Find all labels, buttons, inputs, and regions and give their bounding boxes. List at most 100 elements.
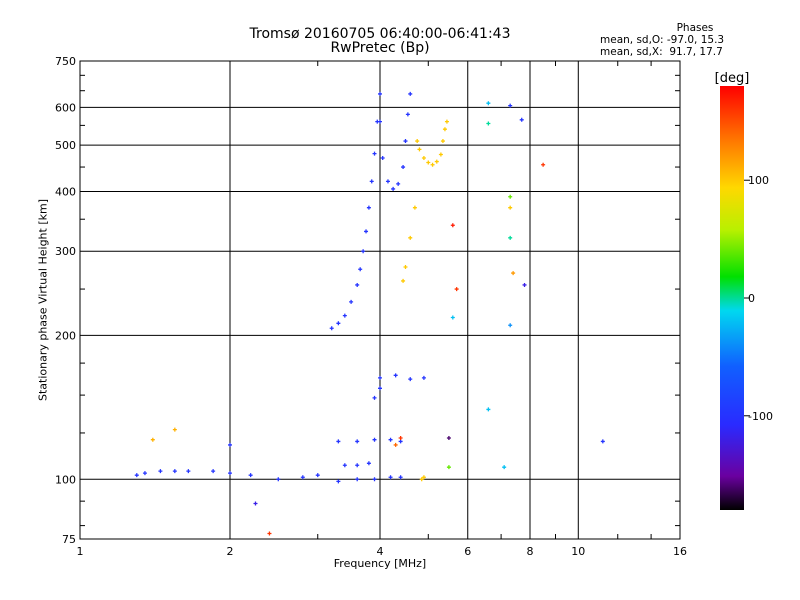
- data-point: [502, 465, 507, 470]
- data-point: [393, 373, 398, 378]
- x-tick-label: 16: [673, 545, 687, 558]
- data-point: [388, 437, 393, 442]
- data-point: [134, 473, 139, 478]
- data-point: [393, 442, 398, 447]
- phase-stats-x: mean, sd,X: 91.7, 17.7: [600, 46, 723, 58]
- data-point: [444, 119, 449, 124]
- data-point: [172, 469, 177, 474]
- data-point: [398, 439, 403, 444]
- plot-frame: [79, 60, 681, 540]
- data-point: [541, 162, 546, 167]
- data-point: [396, 181, 401, 186]
- y-tick-label: 750: [55, 55, 76, 68]
- colorbar: [720, 86, 744, 510]
- data-point: [158, 469, 163, 474]
- data-point: [372, 477, 377, 482]
- x-tick-label: 6: [464, 545, 471, 558]
- data-point: [398, 475, 403, 480]
- data-point: [211, 469, 216, 474]
- data-point: [336, 479, 341, 484]
- data-point: [421, 375, 426, 380]
- data-point: [253, 501, 258, 506]
- colorbar-tick-label: 0: [748, 292, 755, 305]
- data-point: [372, 151, 377, 156]
- data-point: [486, 121, 491, 126]
- data-point: [378, 119, 382, 124]
- data-point: [186, 469, 191, 474]
- y-tick-label: 300: [55, 245, 76, 258]
- data-point: [421, 475, 426, 480]
- data-point: [401, 278, 406, 283]
- chart-title: Tromsø 20160705 06:40:00-06:41:43: [249, 26, 511, 42]
- data-point: [385, 179, 390, 184]
- data-point: [366, 205, 371, 210]
- data-point: [355, 463, 360, 468]
- data-point: [403, 139, 408, 144]
- data-point: [454, 287, 459, 292]
- data-point: [508, 235, 513, 240]
- data-point: [228, 471, 232, 476]
- data-point: [388, 475, 393, 480]
- x-tick-label: 10: [571, 545, 585, 558]
- y-tick-label: 200: [55, 329, 76, 342]
- data-point: [267, 531, 272, 536]
- y-axis-label: Stationary phase Virtual Height [km]: [36, 198, 50, 402]
- data-point: [248, 473, 253, 478]
- data-point: [342, 313, 347, 318]
- data-point: [336, 321, 341, 326]
- data-point: [403, 265, 408, 270]
- data-point: [508, 205, 513, 210]
- data-point: [519, 117, 524, 122]
- phase-stats-o: mean, sd,O: -97.0, 15.3: [600, 34, 725, 46]
- data-point: [391, 186, 396, 191]
- data-point: [378, 91, 382, 96]
- data-point: [430, 162, 435, 167]
- data-point: [508, 194, 513, 199]
- x-tick-label: 4: [377, 545, 384, 558]
- data-point: [421, 156, 426, 161]
- data-point: [426, 160, 431, 165]
- x-tick-label: 2: [227, 545, 234, 558]
- data-point: [486, 407, 491, 412]
- data-point: [380, 156, 385, 161]
- y-tick-label: 75: [62, 533, 76, 546]
- data-point: [349, 299, 354, 304]
- y-tick-label: 500: [55, 139, 76, 152]
- data-point: [412, 205, 417, 210]
- data-point: [358, 267, 363, 272]
- phase-stats: Phases mean, sd,O: -97.0, 15.3 mean, sd,…: [600, 22, 790, 58]
- data-point: [408, 235, 413, 240]
- data-point: [228, 442, 232, 447]
- data-point: [401, 165, 406, 170]
- data-point: [366, 461, 371, 466]
- data-point: [369, 179, 374, 184]
- data-point: [329, 326, 334, 331]
- data-point: [378, 386, 382, 391]
- data-point: [511, 271, 516, 276]
- data-points: [134, 91, 605, 536]
- phase-stats-heading: Phases: [676, 22, 714, 34]
- data-point: [434, 159, 439, 164]
- data-point: [419, 477, 424, 482]
- data-point: [315, 473, 320, 478]
- data-point: [438, 152, 443, 157]
- chart-subtitle: RwPretec (Bp): [330, 40, 430, 56]
- data-point: [408, 91, 413, 96]
- data-point: [342, 463, 347, 468]
- data-point: [378, 375, 382, 380]
- data-point: [142, 471, 147, 476]
- data-point: [522, 282, 527, 287]
- data-point: [417, 147, 422, 152]
- data-point: [355, 282, 360, 287]
- data-point: [450, 315, 455, 320]
- data-point: [600, 439, 605, 444]
- data-point: [172, 427, 177, 432]
- data-point: [364, 229, 369, 234]
- data-point: [486, 101, 491, 106]
- colorbar-label: [deg]: [715, 71, 750, 86]
- data-point: [408, 377, 413, 382]
- x-tick-label: 1: [77, 545, 84, 558]
- axis-ticks: 1 2 4 6 8 10 16 75 100 200 300 400 500 600 750: [55, 55, 687, 558]
- data-point: [300, 475, 305, 480]
